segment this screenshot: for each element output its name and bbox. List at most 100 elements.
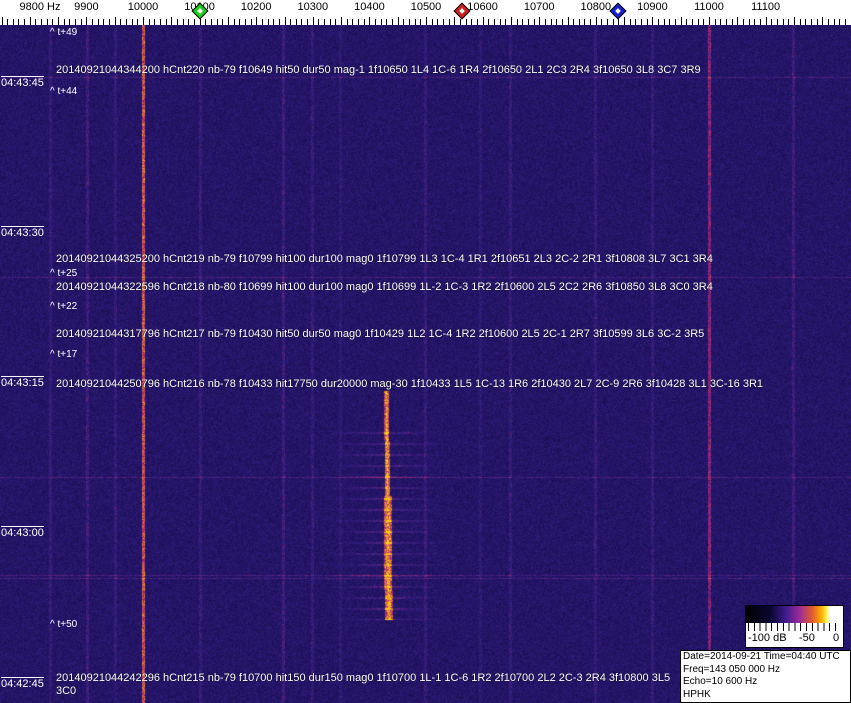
axis-tick (737, 17, 739, 25)
date-time: Date=2014-09-21 Time=04:40 UTC (683, 651, 840, 662)
axis-tick (131, 19, 133, 25)
axis-tick (290, 19, 292, 25)
axis-tick (454, 17, 456, 25)
axis-tick (120, 19, 122, 25)
axis-tick (182, 19, 184, 25)
axis-tick (256, 17, 258, 25)
axis-tick (69, 19, 71, 25)
axis-tick (544, 19, 546, 25)
axis-tick (595, 17, 597, 25)
axis-tick (397, 17, 399, 25)
axis-tick (63, 19, 65, 25)
axis-tick (646, 19, 648, 25)
axis-tick (148, 19, 150, 25)
axis-tick (58, 17, 60, 25)
axis-tick (793, 17, 795, 25)
axis-tick (18, 19, 20, 25)
axis-tick (754, 19, 756, 25)
axis-tick (143, 17, 144, 25)
axis-tick (697, 19, 699, 25)
freq-tick-label: 11100 (751, 1, 781, 13)
colorbar-ticks (748, 623, 841, 631)
axis-tick (573, 19, 575, 25)
axis-tick (29, 17, 31, 25)
time-offset-label: ^ t+44 (50, 86, 78, 97)
axis-tick (188, 19, 190, 25)
axis-tick (759, 19, 761, 25)
time-label: 04:43:00 (1, 526, 44, 539)
detection-line: 20140921044344200 hCnt220 nb-79 f10649 h… (56, 64, 701, 76)
axis-tick (799, 19, 801, 25)
freq-unit-label: 9800 Hz (19, 1, 61, 13)
axis-tick (839, 19, 841, 25)
axis-tick (629, 19, 631, 25)
axis-tick (386, 19, 388, 25)
axis-tick (159, 19, 161, 25)
axis-tick (675, 19, 677, 25)
axis-tick (844, 19, 846, 25)
axis-tick (324, 19, 326, 25)
time-label: 04:42:45 (1, 677, 44, 690)
axis-tick (392, 19, 394, 25)
freq-tick-label: 11000 (694, 1, 724, 13)
freq-tick-label: 10400 (354, 1, 385, 13)
axis-tick (748, 19, 750, 25)
axis-tick (1, 17, 3, 25)
frequency-axis: 9800 Hz 99001000010100102001030010400105… (0, 0, 851, 25)
axis-tick (176, 19, 178, 25)
axis-tick (669, 19, 671, 25)
detection-line: 20140921044325200 hCnt219 nb-79 f10799 h… (56, 253, 713, 265)
freq-tick-label: 10800 (580, 1, 612, 13)
axis-tick (154, 19, 156, 25)
axis-tick (658, 19, 660, 25)
axis-tick (210, 19, 212, 25)
axis-tick (635, 19, 637, 25)
axis-tick (476, 19, 478, 25)
colorbar-gradient (746, 606, 843, 623)
time-label: 04:43:15 (1, 376, 44, 389)
axis-tick (307, 19, 309, 25)
axis-tick (352, 19, 354, 25)
axis-tick (431, 19, 433, 25)
axis-tick (103, 19, 105, 25)
axis-tick (227, 17, 229, 25)
axis-tick (833, 19, 835, 25)
axis-tick (488, 19, 490, 25)
axis-tick (590, 19, 592, 25)
freq-tick-label: 10600 (467, 1, 498, 13)
time-offset-label: ^ t+49 (50, 27, 78, 38)
axis-tick (703, 19, 705, 25)
colorbar-label-mid: -50 (799, 632, 815, 644)
axis-tick (46, 19, 48, 25)
axis-tick (375, 19, 377, 25)
axis-tick (510, 17, 512, 25)
axis-tick (561, 19, 563, 25)
colorbar-legend: -100 dB -50 0 (745, 605, 844, 648)
axis-tick (550, 19, 552, 25)
axis-tick (516, 19, 518, 25)
axis-tick (335, 19, 337, 25)
axis-tick (261, 19, 263, 25)
axis-tick (205, 19, 207, 25)
axis-tick (171, 17, 173, 25)
freq-tick-label: 10500 (410, 1, 442, 13)
axis-tick (109, 19, 111, 25)
axis-tick (420, 19, 422, 25)
axis-tick (369, 17, 371, 25)
axis-tick (731, 19, 733, 25)
axis-tick (233, 19, 235, 25)
axis-tick (624, 17, 626, 25)
freq-tick-label: 9900 (74, 1, 99, 13)
detection-line: 20140921044242296 hCnt215 nb-79 f10700 h… (56, 672, 671, 697)
freq-tick-label: 10000 (127, 1, 159, 13)
axis-tick (35, 19, 37, 25)
axis-tick (810, 19, 812, 25)
axis-tick (318, 19, 320, 25)
axis-tick (618, 19, 620, 25)
axis-tick (686, 19, 688, 25)
axis-tick (273, 19, 275, 25)
axis-tick (380, 19, 382, 25)
axis-tick (522, 19, 524, 25)
axis-tick (459, 19, 461, 25)
receive-frequency: Freq=143 050 000 Hz (683, 663, 781, 675)
